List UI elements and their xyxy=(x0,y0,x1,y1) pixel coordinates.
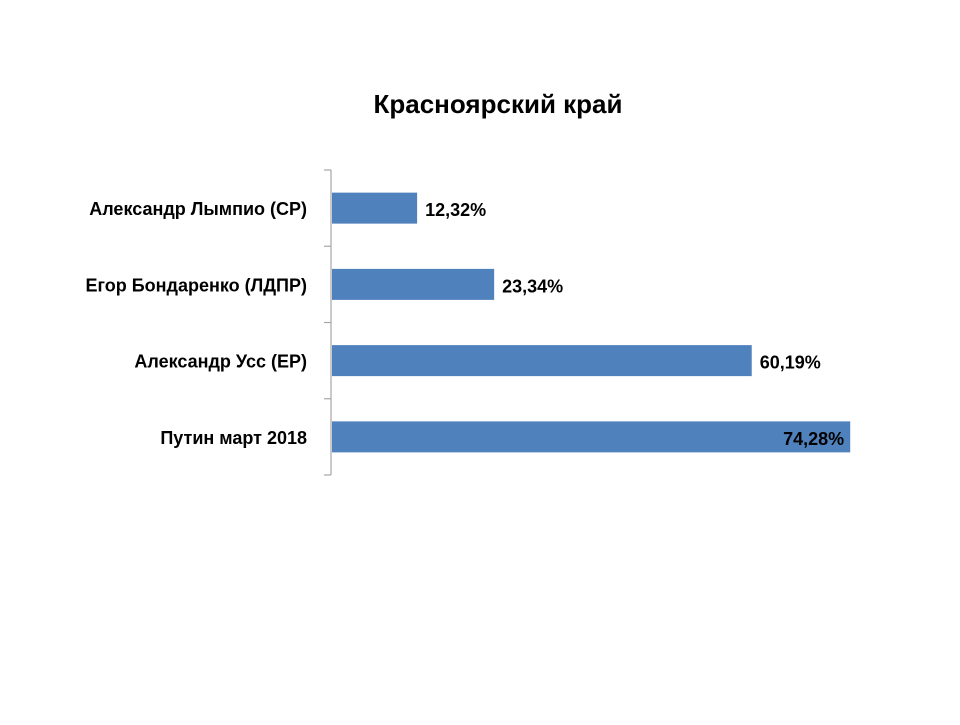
category-label: Путин март 2018 xyxy=(160,428,307,448)
bar xyxy=(332,268,495,300)
data-label: 12,32% xyxy=(425,200,486,220)
plot-area: Александр Лымпио (СР) 12,32% Егор Бондарен… xyxy=(85,169,851,476)
data-label: 60,19% xyxy=(760,353,821,373)
category-label: Егор Бондаренко (ЛДПР) xyxy=(85,275,307,295)
data-label: 23,34% xyxy=(502,276,563,296)
bar xyxy=(332,192,418,224)
category-label: Александр Лымпио (СР) xyxy=(89,199,307,219)
bar xyxy=(332,421,851,453)
bar xyxy=(332,345,752,377)
category-label: Александр Усс (ЕР) xyxy=(134,352,307,372)
chart-title: Красноярский край xyxy=(374,89,623,119)
data-label: 74,28% xyxy=(783,429,844,449)
